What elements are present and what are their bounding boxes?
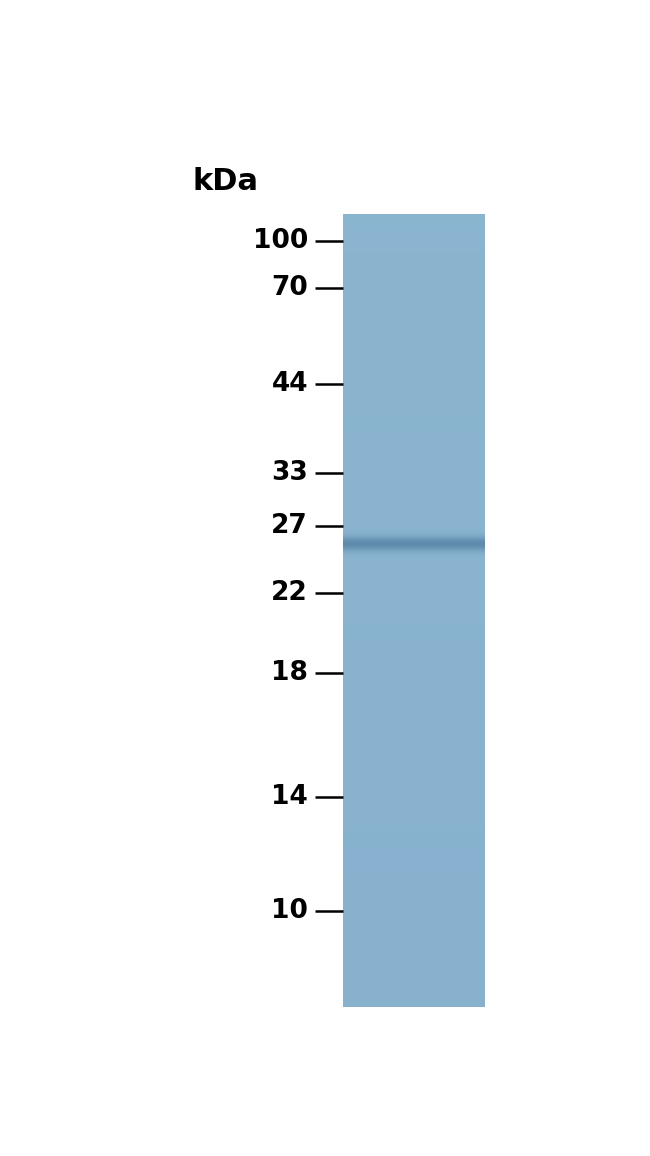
Text: 33: 33 [271,460,308,486]
Text: 10: 10 [271,898,308,925]
Text: 14: 14 [271,785,308,810]
Text: 100: 100 [253,228,308,254]
Text: 44: 44 [272,371,308,397]
Text: kDa: kDa [192,166,258,197]
Text: 27: 27 [271,513,308,539]
Text: 18: 18 [271,660,308,686]
Text: 22: 22 [271,579,308,606]
Text: 70: 70 [271,275,308,302]
